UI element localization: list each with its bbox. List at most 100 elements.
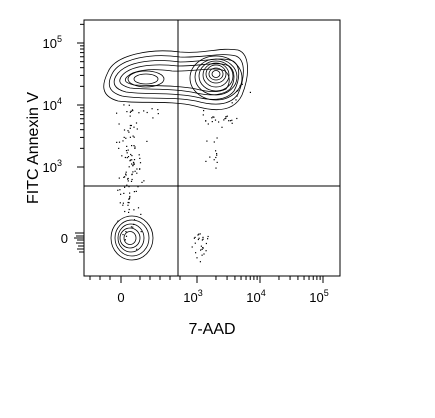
event-dot	[223, 119, 225, 121]
event-dot	[197, 238, 199, 241]
event-dot	[199, 261, 201, 263]
event-dot	[216, 154, 218, 156]
event-dot	[216, 137, 218, 139]
event-dot	[138, 154, 140, 156]
event-dot	[201, 248, 203, 250]
y-tick-label: 103	[43, 158, 62, 175]
event-dot	[137, 186, 139, 188]
event-dot	[191, 246, 193, 248]
event-dot	[129, 115, 131, 117]
event-dot	[118, 147, 120, 149]
event-dot	[138, 112, 140, 114]
event-dot	[202, 114, 204, 116]
event-dot	[205, 250, 207, 252]
event-dot	[136, 248, 138, 250]
event-dot	[225, 117, 227, 119]
event-dot	[129, 127, 131, 129]
event-dot	[229, 120, 232, 122]
event-dot	[152, 117, 154, 119]
event-dot	[130, 124, 132, 127]
event-dot	[128, 202, 130, 204]
event-dot	[123, 176, 125, 178]
event-dot	[213, 159, 215, 161]
event-dot	[133, 223, 135, 225]
event-dot	[134, 170, 136, 172]
event-dot	[205, 160, 207, 162]
event-dot	[134, 147, 136, 149]
event-dot	[211, 121, 213, 123]
event-dot	[125, 174, 127, 176]
event-dot	[199, 233, 201, 235]
event-dot	[129, 160, 131, 162]
quadrant-gate	[84, 20, 340, 276]
event-dot	[215, 167, 217, 169]
event-dot	[197, 234, 199, 236]
event-dot	[143, 180, 145, 182]
x-tick-label: 0	[117, 290, 124, 305]
event-dot	[135, 190, 137, 192]
event-dot	[202, 236, 204, 238]
event-dot	[203, 110, 205, 112]
event-dot	[236, 95, 238, 97]
event-dot	[127, 130, 129, 132]
event-dot	[136, 172, 138, 174]
event-dot	[127, 180, 129, 182]
event-dot	[207, 238, 209, 240]
event-dot	[122, 202, 124, 204]
event-dot	[131, 163, 133, 165]
event-dot	[118, 177, 120, 179]
event-dot	[137, 207, 140, 209]
event-dot	[129, 197, 131, 199]
population-live-contours	[110, 215, 154, 261]
event-dot	[125, 150, 128, 152]
event-dot	[128, 208, 130, 211]
event-dot	[209, 156, 211, 158]
event-dot	[131, 155, 133, 157]
event-dot	[249, 91, 251, 93]
event-dot	[221, 126, 223, 128]
event-dot	[130, 153, 132, 156]
event-dot	[128, 198, 130, 200]
event-dot	[205, 120, 207, 122]
event-dot	[211, 117, 213, 119]
event-dot	[128, 186, 130, 188]
event-dot	[116, 112, 118, 114]
event-dot	[121, 155, 123, 157]
event-dot	[124, 186, 126, 188]
population-late-apoptotic-contours	[189, 55, 243, 101]
event-dot	[133, 136, 135, 138]
event-dot	[225, 116, 227, 118]
event-dot	[132, 110, 134, 112]
event-dot	[139, 157, 141, 159]
event-dot	[201, 239, 203, 241]
event-dot	[236, 117, 238, 120]
event-dot	[131, 109, 134, 111]
event-dot	[132, 165, 134, 167]
event-dot	[207, 123, 209, 125]
event-dot	[146, 140, 148, 142]
event-dot	[133, 126, 135, 128]
event-dot	[140, 213, 142, 215]
event-dot	[218, 121, 220, 123]
event-dot	[122, 204, 124, 206]
event-dot	[201, 254, 203, 256]
event-dot	[133, 219, 136, 221]
event-dot	[141, 181, 143, 183]
event-dot	[236, 90, 238, 92]
event-dot	[198, 233, 200, 235]
event-dot	[139, 168, 141, 170]
x-tick-label: 104	[246, 288, 265, 305]
event-dot	[212, 116, 214, 118]
contour-lines	[103, 48, 248, 261]
event-dot	[128, 104, 130, 106]
y-axis-label: FITC Annexin V	[25, 92, 42, 204]
event-dot	[124, 176, 126, 178]
event-dot	[126, 184, 128, 186]
event-dot	[151, 108, 153, 110]
event-dot	[130, 226, 132, 228]
event-dot	[127, 149, 129, 151]
event-dot	[128, 198, 130, 200]
event-dot	[131, 174, 133, 176]
event-dot	[202, 238, 204, 240]
event-dot	[194, 236, 196, 238]
